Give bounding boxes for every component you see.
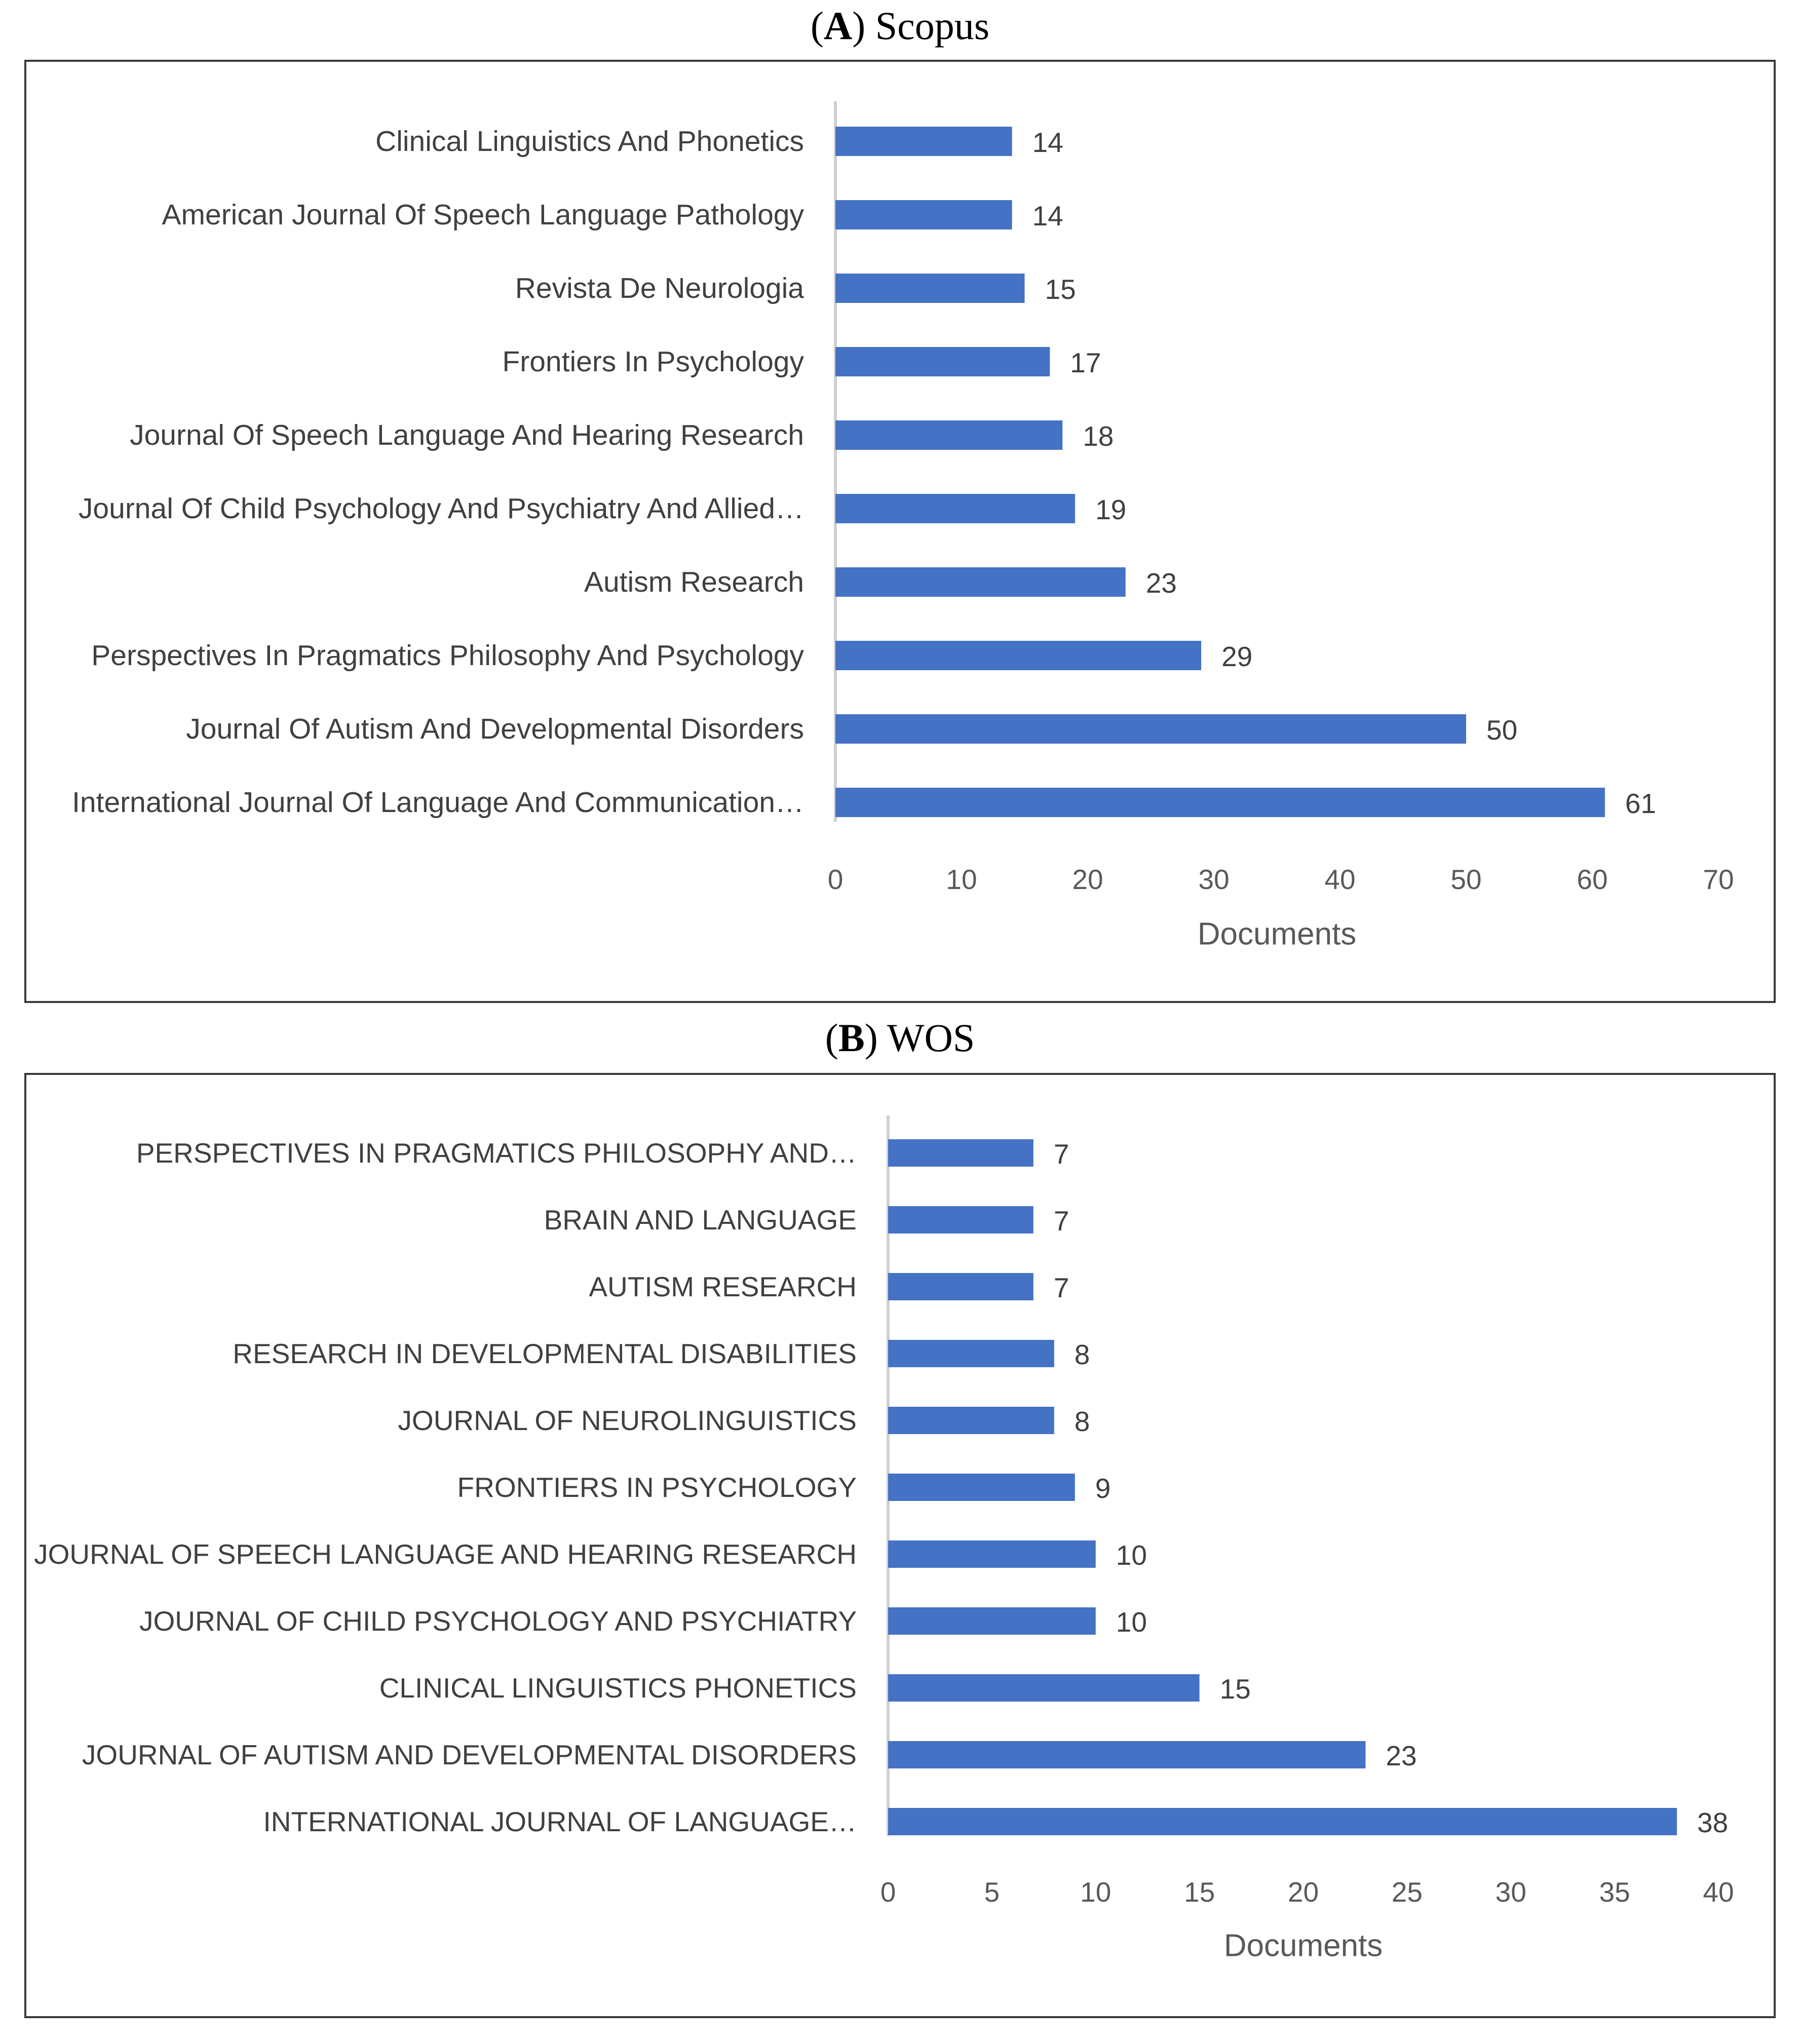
bar <box>835 641 1202 670</box>
category-label: JOURNAL OF SPEECH LANGUAGE AND HEARING R… <box>34 1538 857 1570</box>
data-label: 15 <box>1220 1673 1251 1705</box>
category-label: INTERNATIONAL JOURNAL OF LANGUAGE… <box>263 1806 857 1837</box>
panel-b-letter: B <box>838 1016 865 1060</box>
category-label: International Journal Of Language And Co… <box>72 786 804 819</box>
category-label: Journal Of Autism And Developmental Diso… <box>186 713 804 745</box>
x-tick-label: 0 <box>880 1876 896 1908</box>
bar <box>888 1741 1366 1768</box>
data-label: 17 <box>1070 347 1101 378</box>
x-tick-label: 5 <box>984 1876 1000 1908</box>
bar <box>835 127 1012 156</box>
bar <box>835 420 1063 450</box>
category-label: American Journal Of Speech Language Path… <box>162 199 805 231</box>
category-label: Perspectives In Pragmatics Philosophy An… <box>91 639 804 672</box>
category-label: Revista De Neurologia <box>515 272 805 304</box>
data-label: 61 <box>1625 788 1656 819</box>
chart-b: PERSPECTIVES IN PRAGMATICS PHILOSOPHY AN… <box>34 1115 1734 1963</box>
bar <box>835 714 1466 744</box>
panel-b-name: WOS <box>887 1016 975 1060</box>
bar <box>835 347 1050 376</box>
bar <box>888 1674 1200 1702</box>
x-tick-label: 25 <box>1392 1876 1423 1908</box>
data-label: 19 <box>1095 494 1126 525</box>
category-label: JOURNAL OF CHILD PSYCHOLOGY AND PSYCHIAT… <box>139 1605 857 1637</box>
x-tick-label: 70 <box>1703 864 1734 895</box>
x-tick-label: 40 <box>1703 1876 1734 1908</box>
bar <box>888 1340 1054 1367</box>
data-label: 7 <box>1054 1205 1069 1237</box>
bar <box>888 1474 1075 1501</box>
category-label: AUTISM RESEARCH <box>589 1271 857 1302</box>
data-label: 29 <box>1221 641 1252 672</box>
category-label: FRONTIERS IN PSYCHOLOGY <box>457 1472 857 1503</box>
category-label: JOURNAL OF AUTISM AND DEVELOPMENTAL DISO… <box>82 1739 857 1770</box>
bar <box>888 1273 1033 1300</box>
data-label: 8 <box>1075 1339 1090 1370</box>
category-label: PERSPECTIVES IN PRAGMATICS PHILOSOPHY AN… <box>136 1137 857 1169</box>
bar <box>888 1206 1033 1233</box>
x-tick-label: 15 <box>1184 1876 1215 1908</box>
category-label: RESEARCH IN DEVELOPMENTAL DISABILITIES <box>233 1338 857 1369</box>
bar <box>888 1540 1096 1568</box>
x-tick-label: 0 <box>828 864 844 895</box>
category-label: Journal Of Child Psychology And Psychiat… <box>79 492 804 525</box>
bar <box>888 1607 1096 1635</box>
data-label: 23 <box>1386 1740 1416 1771</box>
bar <box>888 1139 1033 1167</box>
data-label: 7 <box>1054 1272 1069 1303</box>
data-label: 8 <box>1075 1406 1090 1437</box>
data-label: 18 <box>1083 420 1114 452</box>
data-label: 7 <box>1054 1138 1069 1170</box>
chart-a: Clinical Linguistics And Phonetics 14 Amer… <box>72 101 1734 952</box>
x-tick-label: 35 <box>1599 1876 1630 1908</box>
data-label: 15 <box>1045 274 1076 305</box>
data-label: 23 <box>1146 567 1177 599</box>
x-axis-title: Documents <box>1224 1929 1383 1963</box>
data-label: 14 <box>1032 200 1063 232</box>
panel-a-letter: A <box>823 4 853 48</box>
bar <box>835 494 1076 523</box>
data-label: 50 <box>1486 714 1517 746</box>
data-label: 9 <box>1095 1473 1111 1504</box>
panel-b-title: (B) WOS <box>825 1016 975 1060</box>
category-label: Autism Research <box>584 566 804 598</box>
panel-a-name: Scopus <box>875 4 990 48</box>
bar <box>835 274 1025 303</box>
x-tick-label: 50 <box>1450 864 1481 895</box>
category-label: Journal Of Speech Language And Hearing R… <box>130 419 804 451</box>
category-label: Frontiers In Psychology <box>502 345 804 378</box>
bar <box>888 1808 1677 1835</box>
panel-b-frame: PERSPECTIVES IN PRAGMATICS PHILOSOPHY AN… <box>24 1073 1776 2018</box>
data-label: 38 <box>1697 1807 1728 1838</box>
x-tick-label: 20 <box>1072 864 1103 895</box>
x-axis-title: Documents <box>1198 917 1357 952</box>
data-label: 10 <box>1116 1539 1147 1571</box>
bar <box>835 200 1012 229</box>
data-label: 14 <box>1032 127 1063 158</box>
bar <box>835 788 1605 817</box>
x-tick-label: 30 <box>1198 864 1229 895</box>
x-tick-label: 20 <box>1288 1876 1319 1908</box>
data-label: 10 <box>1116 1606 1147 1638</box>
panel-a-frame: Clinical Linguistics And Phonetics 14 Amer… <box>24 60 1776 1003</box>
x-tick-label: 10 <box>1080 1876 1111 1908</box>
bar <box>888 1407 1054 1434</box>
x-tick-label: 40 <box>1324 864 1355 895</box>
bar <box>835 567 1126 597</box>
category-label: Clinical Linguistics And Phonetics <box>375 125 804 158</box>
category-label: JOURNAL OF NEUROLINGUISTICS <box>398 1405 857 1436</box>
x-tick-label: 60 <box>1577 864 1607 895</box>
panel-a-title: (A) Scopus <box>810 4 990 48</box>
category-label: CLINICAL LINGUISTICS PHONETICS <box>379 1672 857 1704</box>
x-tick-label: 10 <box>946 864 977 895</box>
x-tick-label: 30 <box>1496 1876 1526 1908</box>
category-label: BRAIN AND LANGUAGE <box>544 1204 857 1236</box>
